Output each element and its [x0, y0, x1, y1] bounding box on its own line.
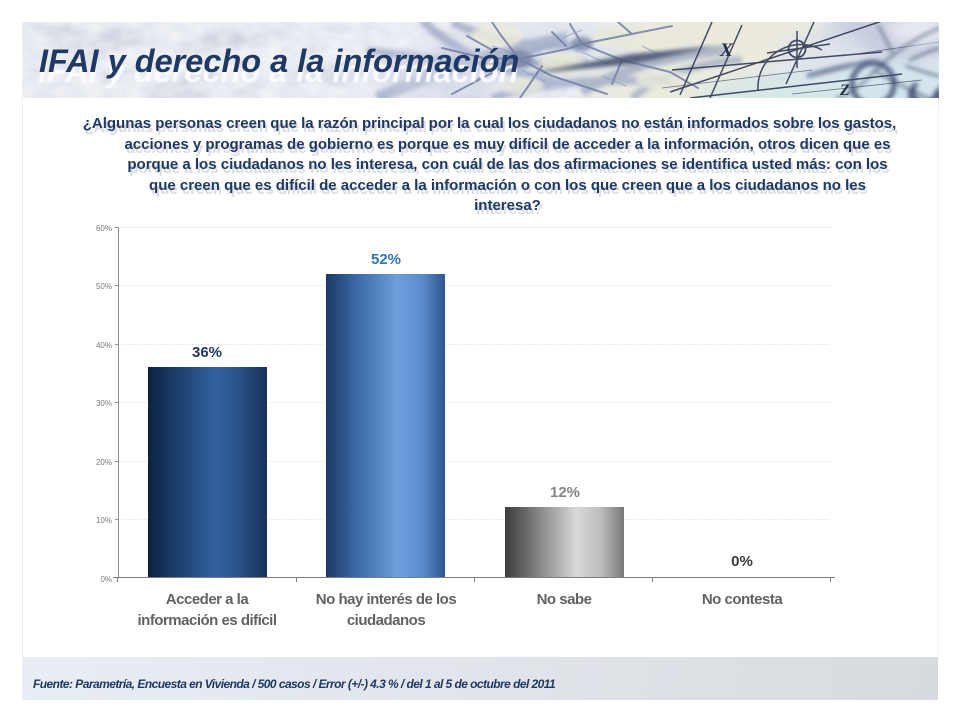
svg-text:X: X	[719, 40, 734, 61]
svg-text:Z: Z	[839, 82, 850, 98]
